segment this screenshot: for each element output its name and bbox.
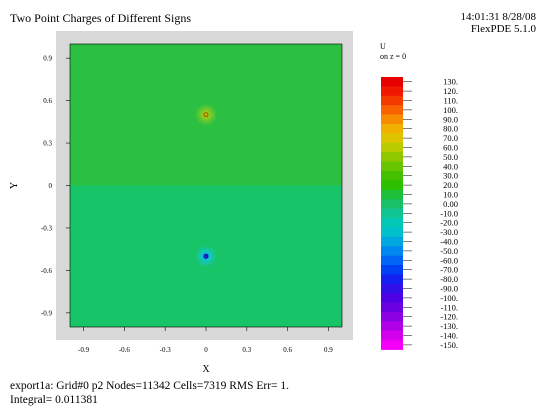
legend-label: 60.0 — [443, 143, 458, 153]
legend-label: 90.0 — [443, 114, 458, 124]
legend-label: -150. — [440, 340, 458, 350]
legend-label: 120. — [443, 86, 458, 96]
plot-title: Two Point Charges of Different Signs — [10, 11, 192, 25]
legend-label: 110. — [443, 96, 458, 106]
x-tick-label: -0.6 — [119, 346, 131, 354]
legend-label: 20.0 — [443, 180, 458, 190]
legend-swatch — [381, 265, 403, 275]
legend-label: -50.0 — [440, 246, 458, 256]
legend-swatch — [381, 321, 403, 332]
legend-swatch — [381, 199, 403, 209]
legend-label: 50.0 — [443, 152, 458, 162]
legend-swatch — [381, 208, 403, 219]
legend-label: -130. — [440, 321, 458, 331]
legend-swatch — [381, 105, 403, 115]
legend-swatch — [381, 180, 403, 191]
y-tick-label: -0.6 — [41, 267, 53, 275]
y-tick-label: 0.6 — [43, 97, 52, 105]
x-tick-label: -0.3 — [160, 346, 172, 354]
x-axis-label: X — [202, 364, 210, 375]
legend-swatch — [381, 189, 403, 200]
legend-swatch — [381, 312, 403, 322]
legend-label: -90.0 — [440, 284, 458, 294]
timestamp: 14:01:31 8/28/08 — [460, 11, 536, 23]
y-tick-label: 0.9 — [43, 55, 52, 63]
legend-label: -70.0 — [440, 265, 458, 275]
legend-label: -100. — [440, 293, 458, 303]
y-tick-label: -0.3 — [41, 224, 53, 232]
x-axis-ticks: -0.9 -0.6 -0.3 0 0.3 0.6 0.9 — [78, 327, 333, 354]
legend-label: 80.0 — [443, 124, 458, 134]
legend-swatch — [381, 133, 403, 144]
legend-swatch — [381, 293, 403, 303]
legend-label: -10.0 — [440, 208, 458, 218]
legend-swatch — [381, 236, 403, 247]
legend-swatch — [381, 302, 403, 313]
legend-title: U — [380, 42, 386, 51]
legend-label: -30.0 — [440, 227, 458, 237]
legend-swatch — [381, 274, 403, 285]
legend-label: 70.0 — [443, 133, 458, 143]
legend-swatch — [381, 142, 403, 153]
legend-label: -140. — [440, 331, 458, 341]
legend-swatch — [381, 330, 403, 341]
y-tick-label: 0.3 — [43, 140, 52, 148]
legend-swatch — [381, 77, 403, 87]
legend-swatch — [381, 218, 403, 228]
legend-swatch — [381, 161, 403, 172]
legend-label: 100. — [443, 105, 458, 115]
color-legend: U on z = 0 130.120.110.100.90.080.070.06… — [380, 42, 458, 350]
legend-swatches — [381, 77, 412, 350]
x-tick-label: 0.9 — [324, 346, 333, 354]
legend-label: -60.0 — [440, 255, 458, 265]
grid-info: export1a: Grid#0 p2 Nodes=11342 Cells=73… — [10, 380, 290, 392]
y-tick-label: -0.9 — [41, 309, 53, 317]
legend-swatch — [381, 255, 403, 266]
legend-label: -80.0 — [440, 274, 458, 284]
x-tick-label: 0.3 — [242, 346, 251, 354]
integral-readout: Integral= 0.011381 — [10, 394, 98, 406]
legend-labels: 130.120.110.100.90.080.070.060.050.040.0… — [440, 77, 458, 350]
legend-label: 10.0 — [443, 190, 458, 200]
legend-swatch — [381, 227, 403, 238]
legend-swatch — [381, 95, 403, 106]
legend-label: -20.0 — [440, 218, 458, 228]
legend-swatch — [381, 114, 403, 125]
legend-swatch — [381, 152, 403, 162]
legend-swatch — [381, 283, 403, 294]
software-version: FlexPDE 5.1.0 — [470, 23, 536, 35]
legend-swatch — [381, 124, 403, 134]
legend-label: 30.0 — [443, 171, 458, 181]
legend-label: -120. — [440, 312, 458, 322]
negative-charge-core — [203, 253, 209, 259]
y-axis-ticks: 0.9 0.6 0.3 0 -0.3 -0.6 -0.9 — [41, 55, 70, 317]
x-tick-label: 0.6 — [283, 346, 292, 354]
legend-label: -110. — [441, 302, 458, 312]
y-axis-label: Y — [9, 182, 20, 189]
legend-swatch — [381, 246, 403, 256]
legend-label: -40.0 — [440, 237, 458, 247]
legend-subtitle: on z = 0 — [380, 52, 406, 61]
legend-swatch — [381, 171, 403, 181]
y-tick-label: 0 — [49, 182, 53, 190]
x-tick-label: 0 — [204, 346, 208, 354]
legend-label: 130. — [443, 77, 458, 87]
legend-label: 0.00 — [443, 199, 458, 209]
x-tick-label: -0.9 — [78, 346, 90, 354]
legend-label: 40.0 — [443, 161, 458, 171]
legend-swatch — [381, 340, 403, 350]
legend-swatch — [381, 86, 403, 97]
positive-charge-core — [203, 112, 209, 118]
